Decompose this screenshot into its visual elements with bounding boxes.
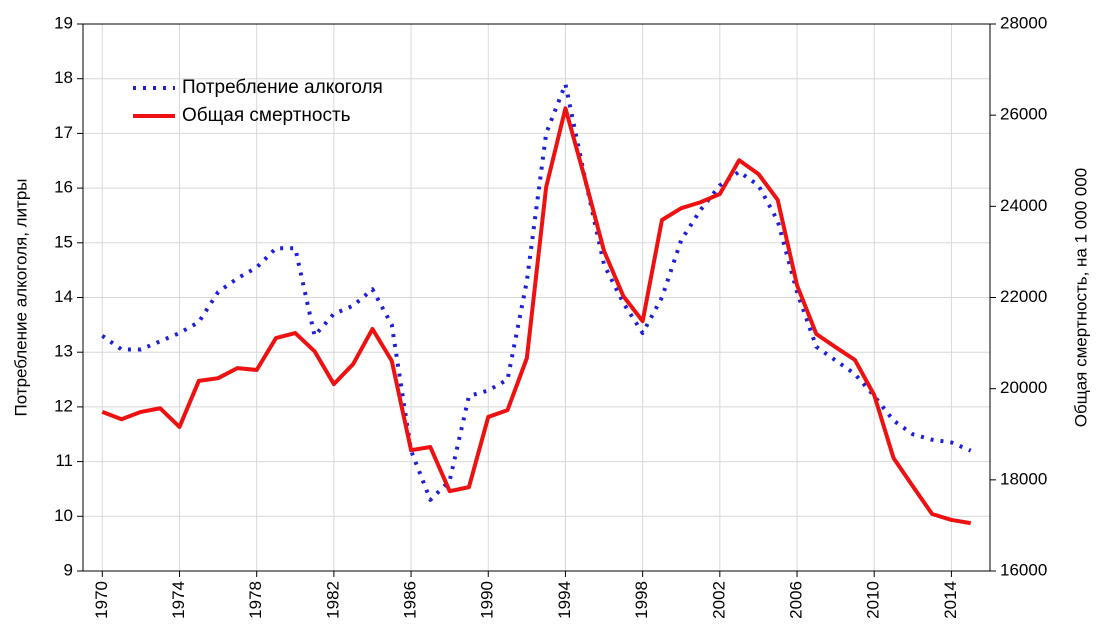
- x-tick-label: 1978: [246, 581, 265, 619]
- y2-tick-label: 22000: [1000, 287, 1047, 306]
- y2-tick-label: 28000: [1000, 13, 1047, 32]
- y-tick-label: 11: [55, 451, 73, 470]
- series-line: [101, 82, 972, 502]
- x-tick-label: 2010: [864, 581, 883, 619]
- y-tick-label: 9: [64, 560, 73, 579]
- y-tick-label: 10: [54, 506, 73, 525]
- x-tick-label: 1998: [632, 581, 651, 619]
- x-tick-label: 1986: [401, 581, 420, 619]
- y-tick-label: 14: [54, 287, 73, 306]
- x-tick-label: 1970: [92, 581, 111, 619]
- y-tick-label: 12: [54, 396, 73, 415]
- y2-tick-label: 18000: [1000, 469, 1047, 488]
- x-tick-label: 1982: [323, 581, 342, 619]
- y-tick-label: 16: [54, 178, 73, 197]
- y-tick-label: 17: [54, 123, 73, 142]
- series-line: [101, 106, 972, 526]
- x-tick-label: 1994: [555, 581, 574, 619]
- y2-axis-label: Общая смертность, на 1 000 000: [1071, 168, 1090, 427]
- y-tick-label: 19: [54, 13, 73, 32]
- x-tick-label: 2002: [709, 581, 728, 619]
- y2-tick-label: 20000: [1000, 378, 1047, 397]
- x-tick-label: 1974: [169, 581, 188, 619]
- legend-label: Потребление алкоголя: [182, 77, 383, 98]
- x-tick-label: 1990: [478, 581, 497, 619]
- y2-tick-label: 26000: [1000, 105, 1047, 124]
- y-tick-label: 18: [54, 68, 73, 87]
- x-tick-label: 2006: [787, 581, 806, 619]
- y2-tick-label: 16000: [1000, 560, 1047, 579]
- y-axis-label: Потребление алкоголя, литры: [11, 178, 30, 416]
- legend-label: Общая смертность: [182, 105, 351, 126]
- x-tick-label: 2014: [941, 581, 960, 619]
- y-tick-label: 13: [54, 342, 73, 361]
- y2-tick-label: 24000: [1000, 196, 1047, 215]
- y-tick-label: 15: [54, 232, 73, 251]
